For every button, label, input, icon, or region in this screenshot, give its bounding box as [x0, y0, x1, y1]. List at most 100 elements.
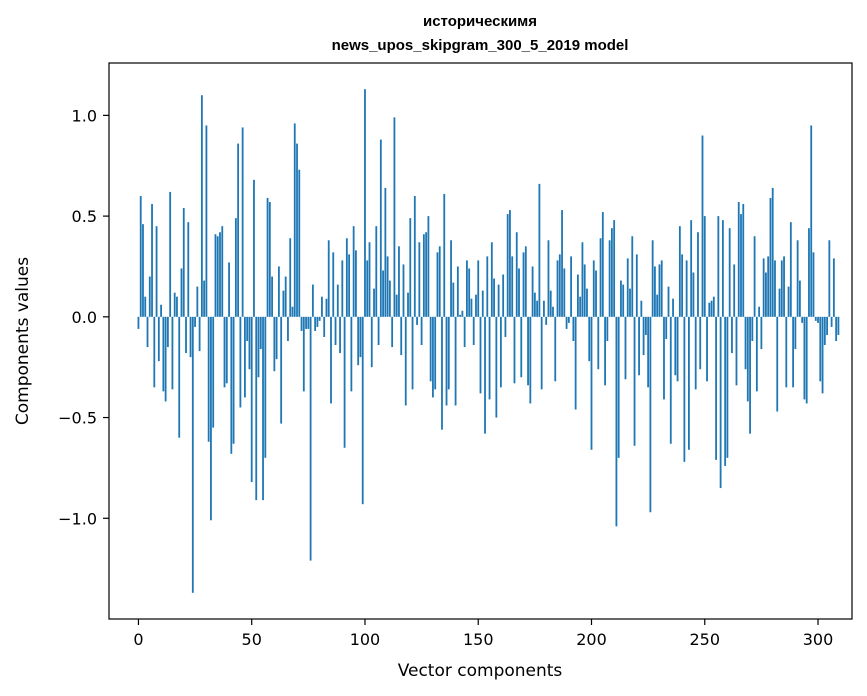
bar — [631, 236, 634, 317]
bar — [780, 260, 783, 317]
bar — [737, 202, 740, 317]
bar — [493, 278, 495, 317]
bar — [681, 254, 684, 317]
bar — [617, 316, 620, 458]
x-tick-label: 200 — [576, 630, 607, 649]
bar — [620, 280, 622, 317]
bar — [203, 280, 206, 317]
bar — [268, 202, 271, 317]
bar — [142, 224, 144, 317]
bar — [835, 316, 838, 341]
bar — [466, 260, 468, 317]
bar — [798, 280, 801, 317]
bar — [651, 240, 654, 317]
bar — [715, 316, 717, 460]
bar — [386, 256, 389, 317]
bar — [438, 246, 441, 317]
bar — [540, 316, 543, 390]
bar — [640, 300, 643, 317]
bar — [223, 316, 226, 388]
bar — [198, 316, 201, 352]
bar — [309, 316, 312, 561]
bar — [228, 262, 230, 317]
bar — [572, 316, 575, 341]
bar — [409, 218, 412, 317]
bar — [742, 204, 745, 317]
bar — [703, 216, 706, 317]
bar — [162, 316, 165, 392]
bar — [821, 316, 824, 394]
bar — [280, 316, 283, 424]
bar — [160, 304, 162, 317]
bar — [586, 288, 588, 317]
bar — [531, 266, 534, 317]
bar — [599, 238, 602, 317]
bar — [794, 316, 797, 350]
bar — [348, 254, 351, 317]
bar — [515, 232, 518, 317]
bar — [731, 316, 733, 354]
bar — [298, 169, 301, 317]
bar — [635, 254, 638, 317]
bar — [513, 316, 516, 384]
bar — [751, 316, 754, 341]
y-tick-label: 0.5 — [72, 207, 97, 226]
bar — [658, 264, 661, 317]
bar — [137, 316, 140, 329]
bar — [667, 286, 670, 317]
bar — [477, 260, 480, 317]
bar — [828, 240, 831, 317]
bar — [311, 284, 314, 317]
bar — [345, 238, 348, 317]
bar — [225, 316, 228, 384]
bar — [554, 316, 557, 382]
bar — [436, 252, 439, 317]
bar — [173, 292, 176, 317]
bar — [724, 316, 727, 466]
bar — [364, 89, 366, 317]
bar — [676, 316, 679, 382]
bar — [300, 316, 303, 331]
bar — [488, 316, 491, 400]
bar — [694, 316, 697, 390]
bar — [755, 316, 758, 392]
bar — [792, 316, 795, 388]
bar — [382, 270, 384, 317]
bar — [291, 306, 294, 317]
bar — [552, 306, 554, 317]
bar — [692, 272, 695, 317]
bar — [287, 316, 289, 341]
bar — [234, 218, 237, 317]
bar — [665, 316, 668, 339]
bar — [563, 268, 566, 317]
bar — [762, 258, 765, 317]
bar — [765, 272, 767, 317]
bar — [148, 276, 151, 317]
bar — [753, 236, 756, 317]
bar — [375, 226, 378, 317]
bar — [445, 316, 448, 406]
bar — [422, 234, 425, 317]
bar — [248, 316, 251, 370]
bar — [463, 316, 466, 348]
bar — [533, 292, 536, 317]
bar — [719, 316, 722, 489]
bar — [425, 232, 428, 317]
bar — [547, 240, 550, 317]
bar — [391, 316, 394, 348]
bar — [697, 232, 699, 317]
plot-frame — [108, 62, 853, 620]
bar — [461, 310, 464, 317]
bar — [155, 226, 158, 317]
bar — [357, 316, 360, 366]
bar — [767, 256, 770, 317]
bar — [527, 316, 529, 386]
bar — [649, 316, 652, 513]
bar — [404, 316, 407, 406]
bar — [613, 220, 616, 317]
bar — [577, 274, 579, 317]
bar — [504, 316, 507, 337]
bar — [194, 316, 196, 327]
bar — [538, 183, 541, 317]
bar — [647, 316, 650, 388]
